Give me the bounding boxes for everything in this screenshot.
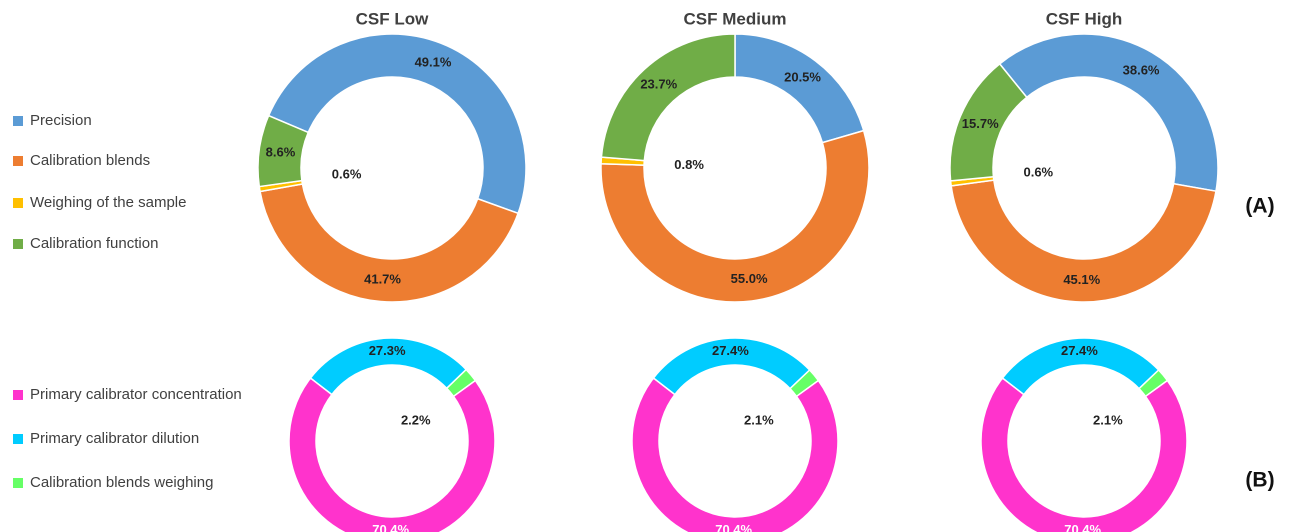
donut-slice xyxy=(259,183,520,303)
donut-slice xyxy=(789,368,820,398)
legend-swatch xyxy=(13,390,23,400)
legend-label: Primary calibrator dilution xyxy=(30,430,199,447)
data-label: 27.4% xyxy=(712,343,749,358)
donut-slice xyxy=(445,368,477,398)
chart-title: CSF Low xyxy=(356,9,429,28)
legend-label: Calibration blends xyxy=(30,152,150,169)
data-label: 0.6% xyxy=(1023,165,1053,180)
data-label: 0.8% xyxy=(674,157,704,172)
legend-label: Precision xyxy=(30,112,92,129)
data-label: 20.5% xyxy=(784,69,821,84)
donut-slice xyxy=(267,33,527,215)
panel-label: (B) xyxy=(1245,469,1274,492)
data-label: 27.4% xyxy=(1061,343,1098,358)
data-label: 41.7% xyxy=(364,272,401,287)
donut-slice xyxy=(980,376,1188,532)
legend-label: Calibration function xyxy=(30,235,158,252)
donut-slice xyxy=(288,376,496,532)
legend-swatch xyxy=(13,239,23,249)
legend-label: Calibration blends weighing xyxy=(30,474,213,491)
data-label: 2.2% xyxy=(401,413,431,428)
data-label: 70.4% xyxy=(715,522,752,532)
legend-swatch xyxy=(13,198,23,208)
donut-slice xyxy=(600,129,870,303)
legend-swatch xyxy=(13,478,23,488)
data-label: 45.1% xyxy=(1063,272,1100,287)
data-label: 2.1% xyxy=(744,413,774,428)
chart-title: CSF Medium xyxy=(684,9,787,28)
donut-slice xyxy=(949,62,1028,182)
data-label: 70.4% xyxy=(1064,522,1101,532)
chart-title: CSF High xyxy=(1046,9,1123,28)
data-label: 8.6% xyxy=(266,145,296,160)
data-label: 27.3% xyxy=(369,343,406,358)
legend-swatch xyxy=(13,116,23,126)
data-label: 0.6% xyxy=(332,167,362,182)
legend-label: Primary calibrator concentration xyxy=(30,386,242,403)
donut-slice xyxy=(1138,368,1169,398)
donut-slice xyxy=(950,179,1217,303)
donut-slice xyxy=(998,33,1219,193)
donut-slice xyxy=(257,114,310,188)
legend-swatch xyxy=(13,434,23,444)
donut-slice xyxy=(631,376,839,532)
data-label: 38.6% xyxy=(1123,62,1160,77)
panel-label: (A) xyxy=(1245,195,1274,218)
data-label: 2.1% xyxy=(1093,413,1123,428)
legend-swatch xyxy=(13,156,23,166)
data-label: 15.7% xyxy=(962,116,999,131)
data-label: 23.7% xyxy=(640,77,677,92)
data-label: 70.4% xyxy=(372,522,409,532)
data-label: 55.0% xyxy=(731,271,768,286)
legend-label: Weighing of the sample xyxy=(30,194,186,211)
data-label: 49.1% xyxy=(415,55,452,70)
donut-slice xyxy=(734,33,865,144)
donut-slice xyxy=(600,33,736,162)
